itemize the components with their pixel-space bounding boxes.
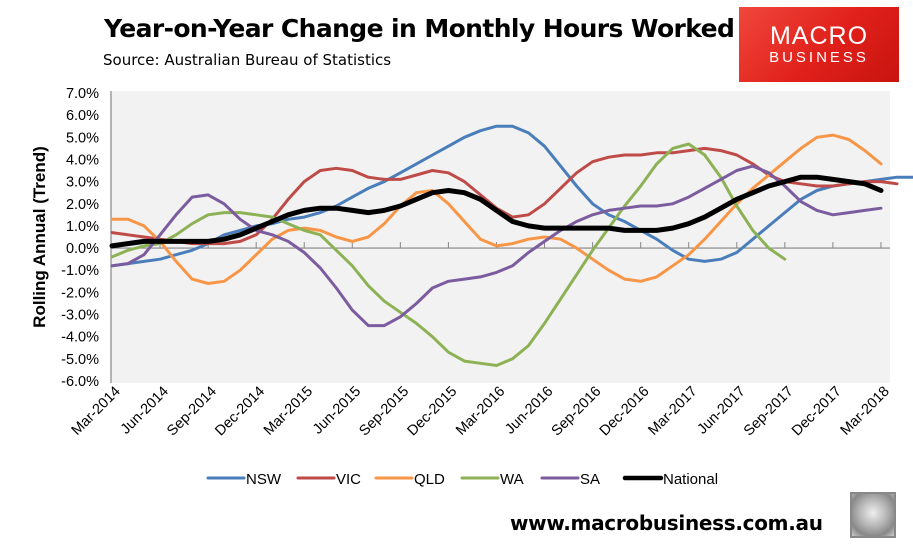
x-tick-label: Sep-2014	[164, 384, 220, 440]
x-tick-label: Dec-2014	[212, 384, 268, 440]
y-tick-label: -1.0%	[61, 263, 99, 279]
website-url[interactable]: www.macrobusiness.com.au	[510, 511, 823, 535]
series-line-sa	[110, 164, 883, 328]
macrobusiness-logo: MACRO BUSINESS	[739, 7, 899, 82]
series-line-qld	[110, 133, 883, 285]
y-tick-label: 5.0%	[66, 130, 99, 146]
legend-label-wa: WA	[500, 471, 524, 488]
legend-label-nsw: NSW	[246, 471, 282, 488]
y-tick-label: 7.0%	[66, 86, 99, 102]
y-tick-label: -2.0%	[61, 285, 99, 301]
x-tick-label: Jun-2017	[695, 384, 749, 438]
legend: NSW VIC QLD WA SA National	[206, 471, 718, 488]
series-line-nsw	[110, 124, 913, 268]
logo-line1: MACRO	[769, 21, 869, 50]
fox-icon	[850, 492, 896, 538]
x-tick-label: Mar-2015	[261, 384, 316, 439]
x-tick-label: Dec-2017	[789, 384, 845, 440]
legend-label-qld: QLD	[414, 471, 445, 488]
y-tick-label: -5.0%	[61, 352, 99, 368]
chart-title: Year-on-Year Change in Monthly Hours Wor…	[104, 14, 735, 43]
x-tick-label: Mar-2018	[838, 384, 893, 439]
x-tick-label: Dec-2015	[404, 384, 460, 440]
logo-line2: BUSINESS	[769, 48, 869, 66]
y-tick-label: 6.0%	[66, 108, 99, 124]
legend-label-sa: SA	[580, 471, 600, 488]
series-line-wa	[110, 142, 787, 367]
y-tick-label: -4.0%	[61, 330, 99, 346]
y-tick-label: 3.0%	[66, 175, 99, 191]
x-tick-label: Sep-2016	[549, 384, 605, 440]
x-tick-label: Dec-2016	[597, 384, 653, 440]
y-tick-label: 0.0%	[66, 241, 99, 257]
y-tick-label: -6.0%	[61, 374, 99, 390]
x-tick-label: Sep-2015	[356, 384, 412, 440]
x-tick-label: Jun-2016	[502, 384, 556, 438]
series-line-national	[109, 174, 884, 249]
x-tick-label: Mar-2016	[453, 384, 508, 439]
legend-label-vic: VIC	[336, 471, 361, 488]
y-tick-label: -3.0%	[61, 308, 99, 324]
y-tick-label: 4.0%	[66, 152, 99, 168]
x-tick-label: Sep-2017	[741, 384, 797, 440]
legend-label-national: National	[663, 471, 718, 488]
x-tick-label: Jun-2014	[118, 384, 172, 438]
y-tick-label: 1.0%	[66, 219, 99, 235]
x-tick-label: Jun-2015	[310, 384, 364, 438]
y-tick-label: 2.0%	[66, 197, 99, 213]
chart-source: Source: Australian Bureau of Statistics	[103, 51, 392, 69]
x-tick-label: Mar-2014	[69, 384, 124, 439]
x-tick-label: Mar-2017	[645, 384, 700, 439]
